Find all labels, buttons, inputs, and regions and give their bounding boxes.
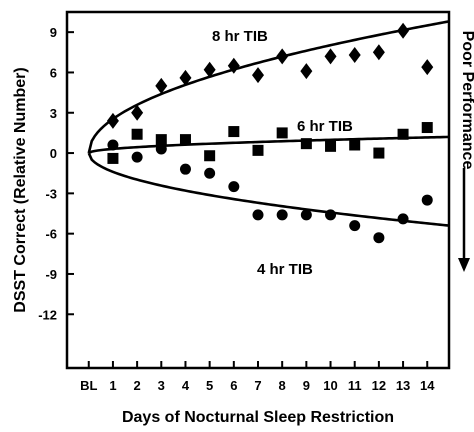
- x-tick-label-14: 14: [420, 378, 435, 393]
- poor-performance-arrow-head: [458, 258, 470, 272]
- x-tick-label-13: 13: [396, 378, 410, 393]
- y-tick-label-2: 3: [50, 106, 57, 121]
- x-tick-label-5: 5: [206, 378, 213, 393]
- series-0-point-2: [155, 77, 168, 94]
- series-0-point-7: [276, 48, 289, 65]
- series-0-point-12: [397, 22, 410, 39]
- series-2-point-10: [349, 220, 361, 232]
- fit-curve-1: [88, 135, 450, 155]
- series-2-point-2: [155, 143, 167, 155]
- series-0-point-8: [300, 63, 313, 80]
- series-2-point-8: [300, 209, 312, 221]
- y-tick-label-7: -12: [38, 307, 57, 322]
- series-2-point-0: [107, 139, 119, 151]
- series-label-1: 6 hr TIB: [297, 118, 353, 135]
- y-tick-label-4: -3: [45, 186, 57, 201]
- series-0-point-6: [252, 67, 264, 84]
- plot-frame: [65, 10, 451, 370]
- series-2-point-1: [131, 151, 143, 163]
- y-tick-label-5: -6: [45, 227, 57, 242]
- series-1-point-6: [252, 144, 264, 156]
- x-tick-label-10: 10: [323, 378, 337, 393]
- series-1-point-13: [421, 122, 433, 134]
- x-tick-label-6: 6: [230, 378, 237, 393]
- series-2-point-7: [276, 209, 288, 221]
- y-tick-label-6: -9: [45, 267, 57, 282]
- series-label-0: 8 hr TIB: [212, 28, 268, 45]
- x-tick-label-3: 3: [158, 378, 165, 393]
- labels: Days of Nocturnal Sleep Restriction DSST …: [12, 28, 474, 426]
- series-0-point-3: [179, 69, 192, 86]
- series-1-point-10: [349, 139, 361, 151]
- x-tick-label-1: 1: [109, 378, 116, 393]
- y-tick-label-3: 0: [50, 146, 57, 161]
- series-1-point-7: [276, 127, 288, 139]
- x-axis-title: Days of Nocturnal Sleep Restriction: [122, 409, 394, 426]
- x-tick-label-12: 12: [372, 378, 386, 393]
- series-1-point-11: [373, 147, 385, 159]
- series-1-point-4: [204, 150, 216, 162]
- series-1-point-1: [131, 128, 143, 140]
- series-1-point-12: [397, 128, 409, 140]
- series-0-point-0: [106, 112, 119, 129]
- x-tick-label-0: BL: [80, 378, 97, 393]
- series-0-point-10: [348, 46, 361, 63]
- y-tick-label-1: 6: [50, 65, 57, 80]
- x-tick-label-2: 2: [133, 378, 140, 393]
- series-2-point-9: [325, 209, 337, 221]
- y-tick-label-0: 9: [50, 25, 57, 40]
- x-tick-label-11: 11: [348, 378, 362, 393]
- right-axis-label: Poor Performance: [459, 31, 474, 170]
- x-tick-label-9: 9: [303, 378, 310, 393]
- series-0-point-9: [324, 48, 337, 65]
- series-2-point-12: [397, 213, 409, 225]
- y-axis-title: DSST Correct (Relative Number): [12, 67, 29, 312]
- data-points: [106, 22, 434, 244]
- x-tick-label-4: 4: [182, 378, 190, 393]
- series-label-2: 4 hr TIB: [257, 261, 313, 278]
- series-1-point-8: [300, 138, 312, 150]
- series-0-point-11: [372, 44, 385, 61]
- series-0-point-13: [421, 59, 434, 76]
- fit-curve-0: [87, 20, 450, 154]
- series-2-point-13: [421, 194, 433, 206]
- series-1-point-2: [155, 134, 167, 146]
- fit-curves: [87, 20, 450, 227]
- x-tick-label-7: 7: [254, 378, 261, 393]
- fit-curve-2: [87, 152, 450, 227]
- x-tick-label-8: 8: [279, 378, 286, 393]
- series-2-point-4: [204, 167, 216, 179]
- series-2-point-6: [252, 209, 264, 221]
- series-2-point-3: [179, 163, 191, 175]
- series-2-point-5: [228, 181, 240, 193]
- series-0-point-5: [227, 57, 240, 74]
- series-1-point-0: [107, 152, 119, 164]
- series-0-point-4: [203, 61, 216, 78]
- series-1-point-9: [325, 140, 337, 152]
- series-0-point-1: [131, 104, 144, 121]
- series-1-point-3: [179, 134, 191, 146]
- series-2-point-11: [373, 232, 385, 244]
- series-1-point-5: [228, 126, 240, 138]
